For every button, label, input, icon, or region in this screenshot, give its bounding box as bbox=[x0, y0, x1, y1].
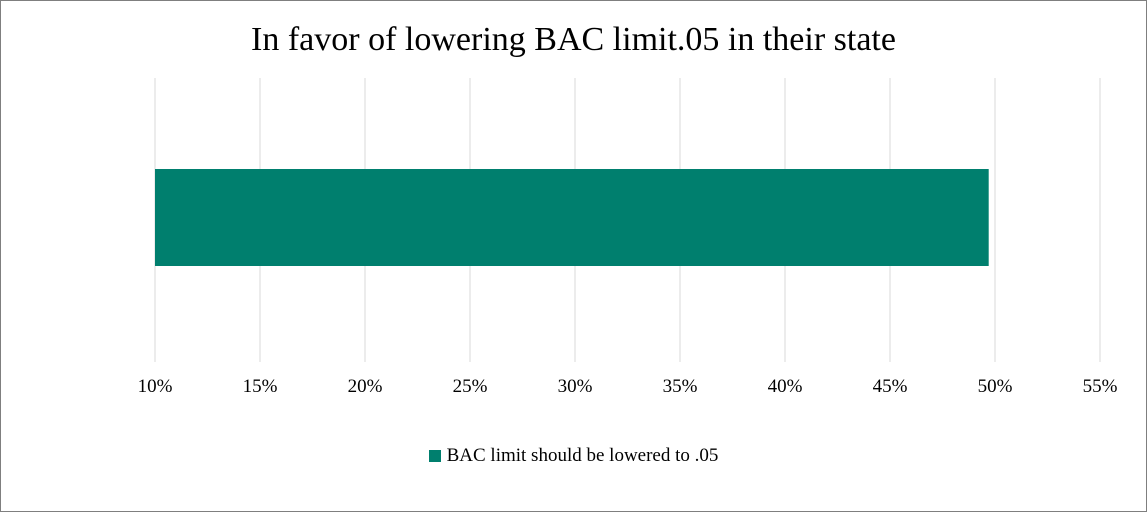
x-tick-label: 15% bbox=[243, 376, 278, 397]
x-tick-label: 20% bbox=[348, 376, 383, 397]
x-tick-label: 45% bbox=[873, 376, 908, 397]
x-tick-label: 30% bbox=[558, 376, 593, 397]
x-tick-label: 25% bbox=[453, 376, 488, 397]
chart-title: In favor of lowering BAC limit.05 in the… bbox=[251, 21, 896, 58]
x-tick-label: 55% bbox=[1083, 376, 1118, 397]
x-tick-label: 10% bbox=[138, 376, 173, 397]
legend-label: BAC limit should be lowered to .05 bbox=[446, 445, 719, 466]
x-axis-ticks: 10% 15% 20% 25% 30% 35% 40% 45% 50% 55% bbox=[138, 376, 1118, 397]
legend-swatch bbox=[428, 450, 441, 462]
bar bbox=[155, 169, 989, 266]
legend: BAC limit should be lowered to .05 bbox=[0, 445, 1147, 467]
x-tick-label: 35% bbox=[663, 376, 698, 397]
x-tick-label: 50% bbox=[978, 376, 1013, 397]
bars bbox=[155, 169, 989, 266]
x-tick-label: 40% bbox=[768, 376, 803, 397]
